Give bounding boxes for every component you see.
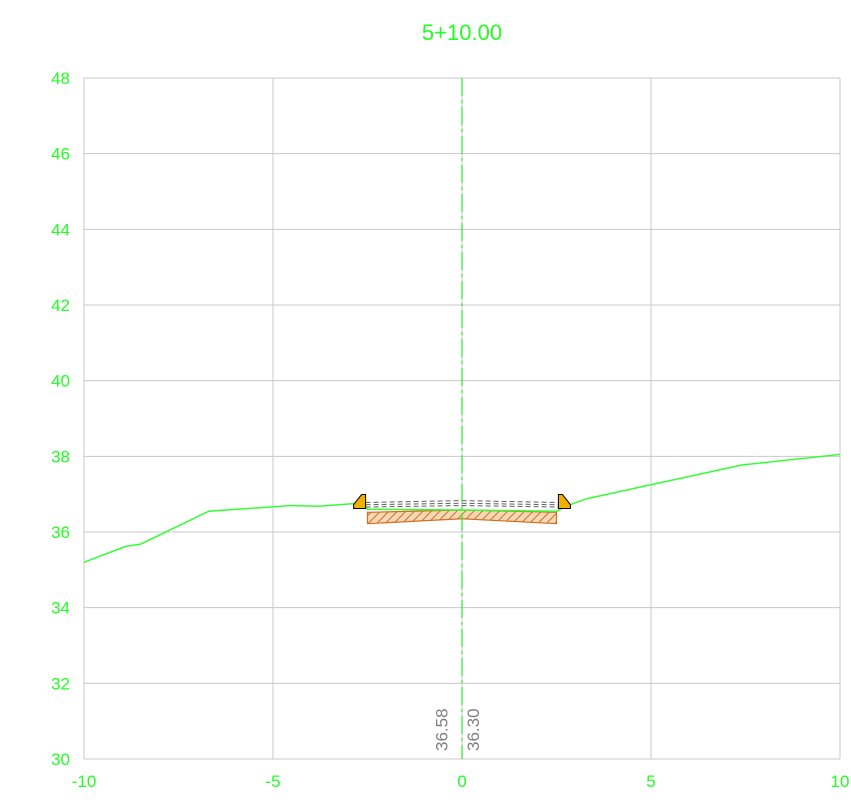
curb-right — [557, 494, 571, 510]
curb-left — [353, 494, 367, 510]
x-tick-label: -10 — [72, 772, 97, 791]
ground-series-line — [83, 453, 841, 563]
y-tick-label: 48 — [51, 69, 70, 88]
y-tick-label: 30 — [51, 750, 70, 769]
x-tick-label: 5 — [646, 772, 655, 791]
x-tick-label: 0 — [457, 772, 466, 791]
design-line-2 — [365, 505, 559, 508]
elevation-label: 36.58 — [433, 708, 452, 751]
y-tick-label: 42 — [51, 296, 70, 315]
chart-title: 5+10.00 — [422, 20, 502, 45]
y-axis-tick-labels: 30 32 34 36 38 40 42 44 46 48 — [51, 69, 70, 769]
y-tick-label: 36 — [51, 523, 70, 542]
y-tick-label: 38 — [51, 447, 70, 466]
elevation-label: 36.30 — [464, 708, 483, 751]
y-tick-label: 32 — [51, 674, 70, 693]
x-tick-label: 10 — [831, 772, 850, 791]
x-tick-label: -5 — [265, 772, 280, 791]
design-line-1 — [365, 502, 559, 506]
y-tick-label: 46 — [51, 145, 70, 164]
y-tick-label: 34 — [51, 599, 70, 618]
y-tick-label: 44 — [51, 220, 70, 239]
y-tick-label: 40 — [51, 372, 70, 391]
elevation-labels: 36.58 36.30 — [433, 708, 483, 751]
ground-line — [83, 453, 841, 563]
x-axis-tick-labels: -10 -5 0 5 10 — [72, 772, 850, 791]
curbs — [353, 494, 571, 510]
